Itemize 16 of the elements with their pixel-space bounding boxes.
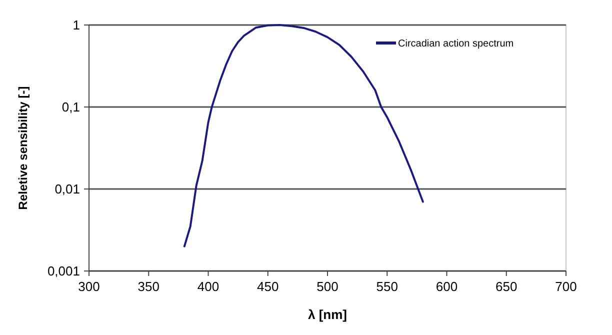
y-tick-label: 0,01	[54, 182, 80, 197]
x-axis-title: λ [nm]	[308, 307, 347, 322]
x-tick-label: 600	[436, 279, 458, 294]
x-tick-label: 700	[555, 279, 577, 294]
x-tick-label: 300	[78, 279, 100, 294]
x-tick-label: 450	[257, 279, 279, 294]
x-tick-label: 500	[316, 279, 338, 294]
y-axis-title: Reletive sensibility [-]	[16, 86, 30, 210]
y-tick-label: 0,001	[47, 264, 80, 279]
x-tick-label: 400	[197, 279, 220, 294]
x-tick-label: 350	[138, 279, 160, 294]
x-tick-label: 550	[376, 279, 398, 294]
y-tick-label: 0,1	[62, 100, 80, 115]
x-tick-label: 650	[496, 279, 518, 294]
y-tick-label: 1	[72, 18, 80, 33]
legend-label: Circadian action spectrum	[398, 38, 514, 50]
